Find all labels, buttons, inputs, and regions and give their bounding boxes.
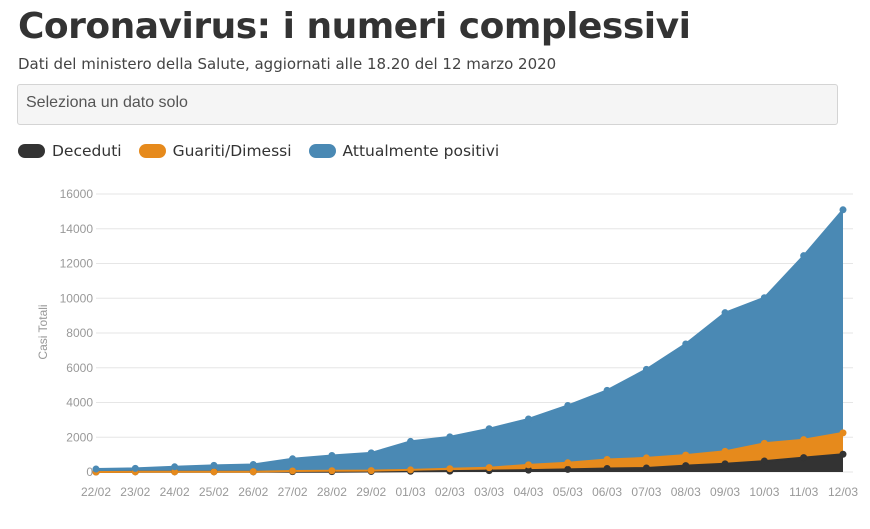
point-deceduti xyxy=(524,466,532,474)
point-deceduti xyxy=(603,465,611,473)
point-layer xyxy=(92,206,847,476)
point-positivi xyxy=(524,415,532,423)
chart-subtitle: Dati del ministero della Salute, aggiorn… xyxy=(18,55,557,73)
point-deceduti xyxy=(800,454,808,462)
point-deceduti xyxy=(564,465,572,473)
legend-swatch-positivi xyxy=(308,144,336,158)
point-positivi xyxy=(603,386,611,394)
x-tick-label: 22/02 xyxy=(81,485,111,499)
x-tick-label: 07/03 xyxy=(631,485,661,499)
legend: Deceduti Guariti/Dimessi Attualmente pos… xyxy=(18,142,516,160)
legend-label-positivi: Attualmente positivi xyxy=(342,142,500,160)
point-positivi xyxy=(171,463,179,471)
point-positivi xyxy=(682,340,690,348)
x-tick-label: 09/03 xyxy=(710,485,740,499)
x-tick-label: 03/03 xyxy=(474,485,504,499)
y-axis-label: Casi Totali xyxy=(36,304,50,359)
chart-title: Coronavirus: i numeri complessivi xyxy=(18,6,691,47)
y-tick-label: 8000 xyxy=(66,326,93,340)
y-tick-label: 2000 xyxy=(66,430,93,444)
legend-item-guariti[interactable]: Guariti/Dimessi xyxy=(138,142,292,160)
point-positivi xyxy=(485,425,493,433)
y-tick-label: 10000 xyxy=(60,291,94,305)
point-deceduti xyxy=(642,464,650,472)
area-positivi xyxy=(96,209,843,473)
x-tick-label: 10/03 xyxy=(749,485,779,499)
x-tick-label: 28/02 xyxy=(317,485,347,499)
point-guariti xyxy=(800,436,808,444)
point-deceduti xyxy=(721,460,729,468)
stacked-area-chart: 0 2000 4000 6000 8000 10000 12000 14000 16000 22/… xyxy=(36,187,859,499)
legend-swatch-deceduti xyxy=(18,144,45,158)
x-tick-label: 08/03 xyxy=(671,485,701,499)
legend-item-deceduti[interactable]: Deceduti xyxy=(18,142,122,160)
data-selector-dropdown[interactable]: Seleziona un dato solo xyxy=(17,84,838,125)
point-guariti xyxy=(171,468,179,476)
point-guariti xyxy=(682,451,690,459)
point-positivi xyxy=(131,464,139,472)
line-guariti xyxy=(95,431,844,473)
point-guariti xyxy=(328,467,336,475)
point-positivi xyxy=(289,455,297,463)
x-tick-label: 26/02 xyxy=(238,485,268,499)
x-tick-label: 04/03 xyxy=(513,485,543,499)
point-guariti xyxy=(603,455,611,463)
point-guariti xyxy=(367,467,375,475)
legend-label-guariti: Guariti/Dimessi xyxy=(172,142,292,160)
y-tick-label: 14000 xyxy=(60,222,94,236)
point-guariti xyxy=(249,468,257,476)
point-guariti xyxy=(642,454,650,462)
point-deceduti xyxy=(839,450,847,458)
y-tick-label: 4000 xyxy=(66,396,93,410)
area-layer xyxy=(95,209,844,473)
legend-label-deceduti: Deceduti xyxy=(52,142,122,160)
point-positivi xyxy=(839,206,847,214)
point-positivi xyxy=(446,433,454,441)
point-guariti xyxy=(210,468,218,476)
area-guariti xyxy=(96,432,843,472)
point-guariti xyxy=(407,466,415,474)
x-tick-label: 12/03 xyxy=(828,485,858,499)
x-tick-label: 01/03 xyxy=(396,485,426,499)
y-tick-label: 6000 xyxy=(66,361,93,375)
point-guariti xyxy=(485,464,493,472)
x-tick-label: 11/03 xyxy=(789,485,818,499)
y-tick-label: 12000 xyxy=(60,257,94,271)
point-positivi xyxy=(92,465,100,473)
point-positivi xyxy=(328,451,336,459)
point-guariti xyxy=(721,447,729,455)
y-tick-label: 16000 xyxy=(60,187,94,201)
point-positivi xyxy=(407,437,415,445)
point-deceduti xyxy=(760,457,768,465)
point-guariti xyxy=(564,459,572,467)
point-positivi xyxy=(210,461,218,469)
point-guariti xyxy=(524,461,532,469)
axis-layer: 0 2000 4000 6000 8000 10000 12000 14000 16000 22/… xyxy=(60,187,859,499)
point-positivi xyxy=(721,309,729,317)
y-tick-label: 0 xyxy=(86,465,93,479)
grid-layer xyxy=(96,193,853,473)
point-positivi xyxy=(800,252,808,260)
point-positivi xyxy=(367,449,375,457)
point-guariti xyxy=(760,439,768,447)
x-tick-label: 06/03 xyxy=(592,485,622,499)
x-tick-label: 02/03 xyxy=(435,485,465,499)
legend-swatch-guariti xyxy=(138,144,166,158)
point-guariti xyxy=(839,429,847,437)
x-tick-label: 27/02 xyxy=(278,485,308,499)
point-deceduti xyxy=(682,462,690,470)
x-tick-label: 25/02 xyxy=(199,485,229,499)
x-tick-label: 29/02 xyxy=(356,485,386,499)
point-positivi xyxy=(249,461,257,469)
x-tick-label: 23/02 xyxy=(120,485,150,499)
legend-item-positivi[interactable]: Attualmente positivi xyxy=(308,142,500,160)
x-tick-label: 05/03 xyxy=(553,485,583,499)
point-guariti xyxy=(289,467,297,475)
point-positivi xyxy=(760,294,768,302)
point-positivi xyxy=(642,365,650,373)
x-tick-label: 24/02 xyxy=(160,485,190,499)
point-guariti xyxy=(446,465,454,473)
line-positivi xyxy=(95,209,844,470)
point-positivi xyxy=(564,401,572,409)
